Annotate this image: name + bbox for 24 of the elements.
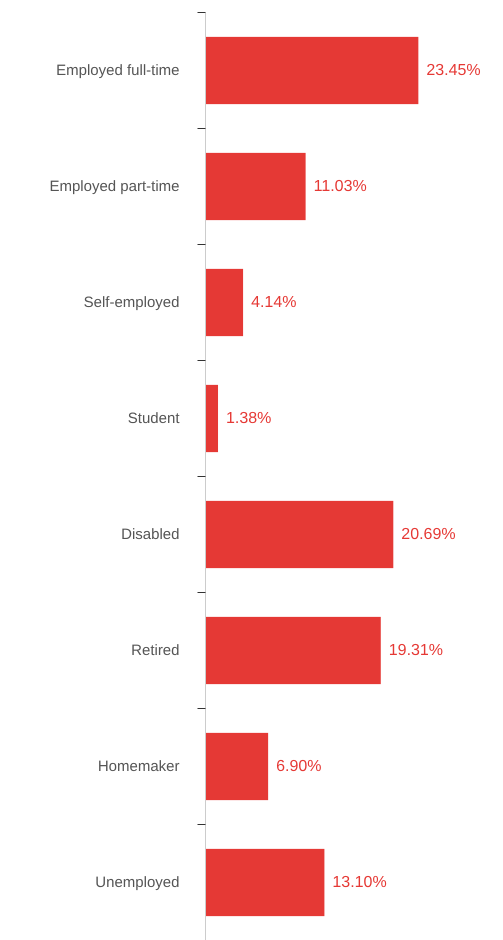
y-tick-label: Self-employed <box>84 294 180 311</box>
data-label: 13.10% <box>332 874 387 891</box>
y-tick-label: Student <box>128 410 180 427</box>
bar <box>206 848 324 916</box>
bar <box>206 616 381 684</box>
data-label: 19.31% <box>388 642 444 659</box>
data-label: 6.90% <box>276 758 322 775</box>
bar <box>206 732 268 800</box>
bar <box>206 384 218 452</box>
y-tick-label: Disabled <box>121 526 180 543</box>
bar <box>206 152 306 220</box>
data-label: 11.03% <box>314 178 367 195</box>
data-label: 20.69% <box>401 526 456 543</box>
y-tick-label: Employed full-time <box>56 62 180 79</box>
data-label: 4.14% <box>251 294 296 311</box>
data-label: 23.45% <box>426 62 481 79</box>
y-tick-label: Employed part-time <box>49 178 180 195</box>
bar <box>206 36 418 104</box>
y-tick-label: Homemaker <box>98 758 180 775</box>
data-label: 1.38% <box>226 410 272 427</box>
bar <box>206 268 244 336</box>
y-tick-label: Retired <box>131 642 180 659</box>
y-tick-label: Unemployed <box>95 874 180 891</box>
bar <box>206 500 394 568</box>
